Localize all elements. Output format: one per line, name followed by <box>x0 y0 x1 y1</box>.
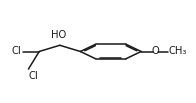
Text: Cl: Cl <box>28 71 38 81</box>
Text: Cl: Cl <box>12 46 22 57</box>
Text: O: O <box>152 46 160 57</box>
Text: HO: HO <box>51 30 66 40</box>
Text: CH₃: CH₃ <box>169 46 187 57</box>
